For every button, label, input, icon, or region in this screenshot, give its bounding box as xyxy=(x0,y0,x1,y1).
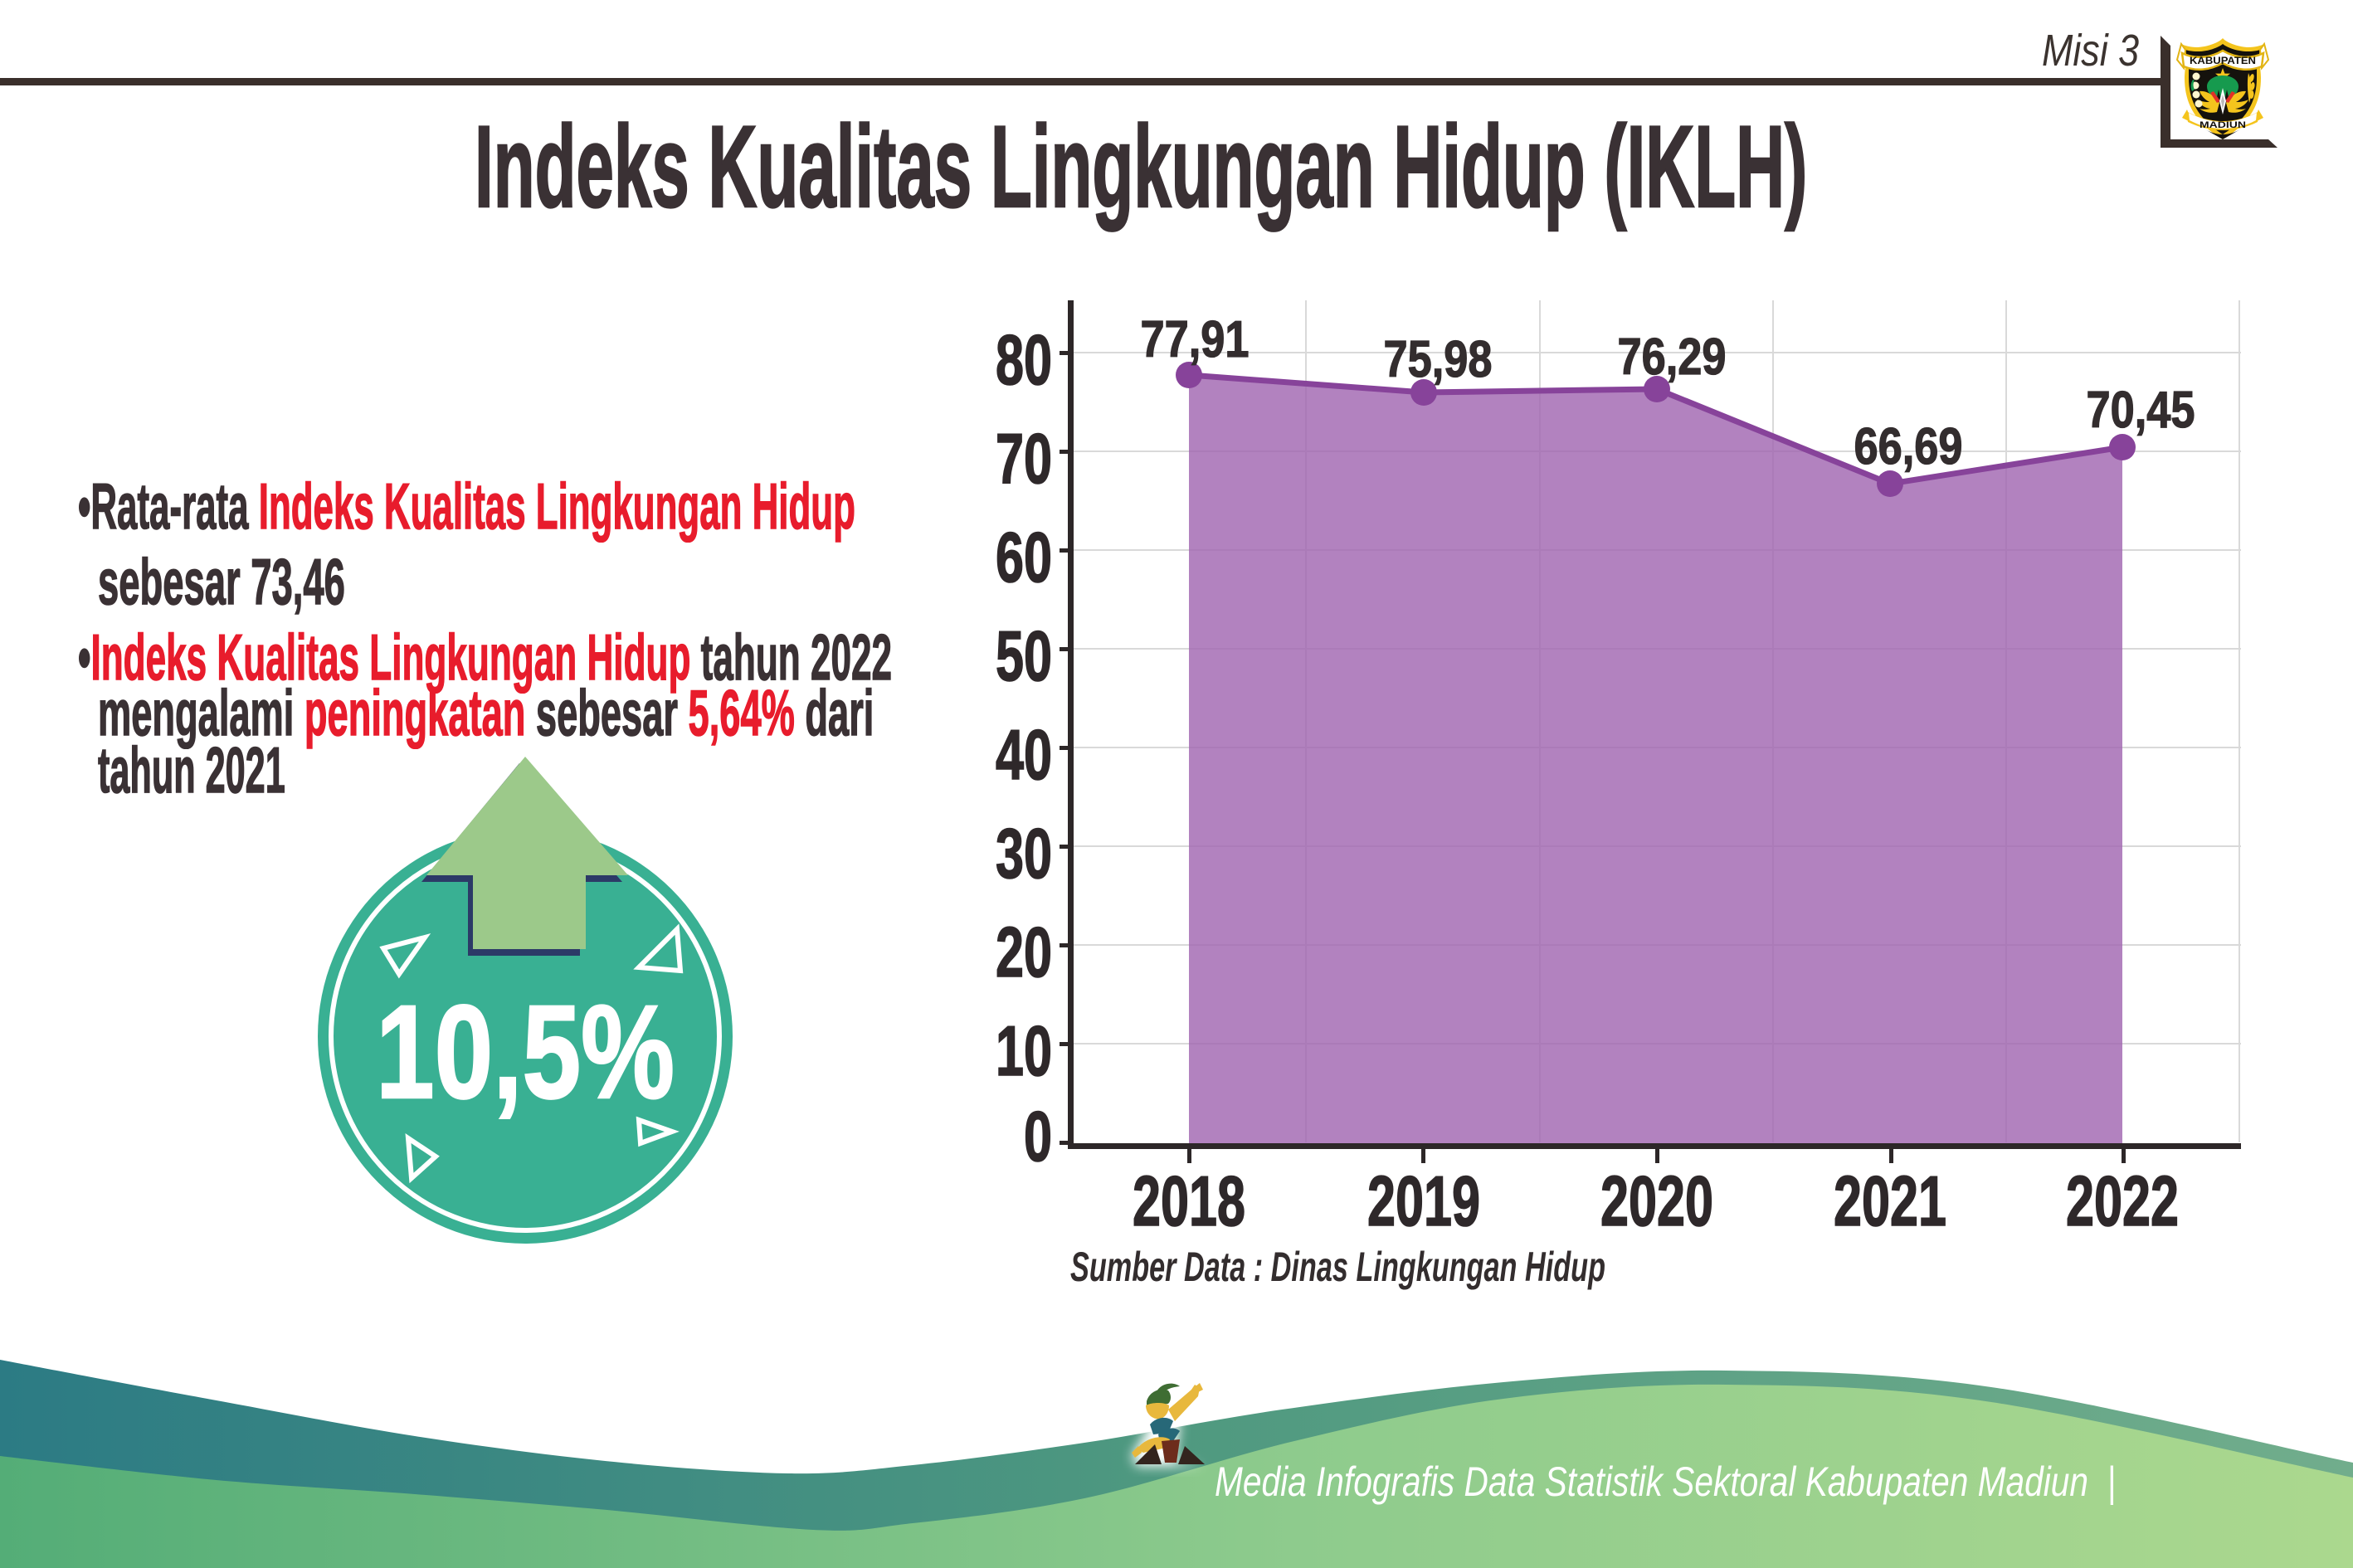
svg-text:20: 20 xyxy=(996,913,1052,992)
svg-text:10: 10 xyxy=(996,1012,1052,1091)
svg-text:KABUPATEN: KABUPATEN xyxy=(2190,56,2256,66)
svg-text:66,69: 66,69 xyxy=(1854,418,1963,475)
svg-text:60: 60 xyxy=(996,519,1052,597)
svg-text:2021: 2021 xyxy=(1834,1162,1946,1241)
svg-text:76,29: 76,29 xyxy=(1618,329,1727,386)
svg-text:70,45: 70,45 xyxy=(2087,382,2195,439)
svg-text:Sumber Data : Dinas Lingkungan: Sumber Data : Dinas Lingkungan Hidup xyxy=(1070,1244,1605,1290)
svg-text:40: 40 xyxy=(996,716,1052,795)
svg-text:2022: 2022 xyxy=(2066,1162,2179,1241)
svg-text:50: 50 xyxy=(996,617,1052,696)
svg-text:2018: 2018 xyxy=(1133,1162,1245,1241)
svg-text:2020: 2020 xyxy=(1600,1162,1713,1241)
svg-text:0: 0 xyxy=(1024,1098,1052,1176)
svg-text:80: 80 xyxy=(996,321,1052,400)
svg-text:70: 70 xyxy=(996,420,1052,499)
svg-text:MADIUN: MADIUN xyxy=(2200,120,2246,130)
svg-text:10,5%: 10,5% xyxy=(376,977,675,1126)
svg-text:77,91: 77,91 xyxy=(1141,311,1250,368)
svg-text:75,98: 75,98 xyxy=(1384,331,1493,388)
svg-text:2019: 2019 xyxy=(1367,1162,1480,1241)
svg-text:30: 30 xyxy=(996,815,1052,894)
